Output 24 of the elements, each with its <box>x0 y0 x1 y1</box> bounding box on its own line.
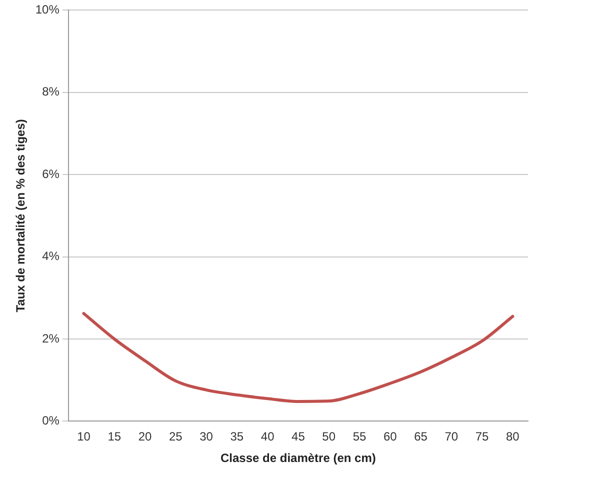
y-tick-label: 0% <box>42 414 60 428</box>
y-tick-label: 4% <box>42 249 60 264</box>
x-tick-label: 65 <box>414 430 428 444</box>
x-tick-label: 40 <box>260 430 275 444</box>
x-tick-label: 10 <box>77 430 91 444</box>
x-tick-label: 55 <box>352 430 366 444</box>
x-tick-label: 30 <box>200 430 214 444</box>
x-tick-label: 20 <box>138 430 152 444</box>
x-tick-label: 50 <box>322 430 336 444</box>
y-tick-label: 8% <box>42 84 60 99</box>
x-tick-label: 75 <box>475 430 490 444</box>
y-tick-label: 6% <box>42 166 60 181</box>
y-tick-label: 10% <box>35 2 60 17</box>
x-tick-label: 45 <box>292 430 306 444</box>
x-tick-label: 25 <box>168 430 183 444</box>
x-tick-label: 15 <box>108 430 122 444</box>
line-series <box>82 312 514 403</box>
y-tick-label: 2% <box>42 331 60 346</box>
x-axis-title: Classe de diamètre (en cm) <box>220 451 376 466</box>
x-tick-label: 35 <box>230 430 244 444</box>
x-tick-label: 80 <box>506 430 520 444</box>
x-tick-label: 60 <box>383 430 398 444</box>
x-tick-label: 70 <box>444 430 458 444</box>
y-axis-title: Taux de mortalité (en % des tiges) <box>14 119 28 312</box>
